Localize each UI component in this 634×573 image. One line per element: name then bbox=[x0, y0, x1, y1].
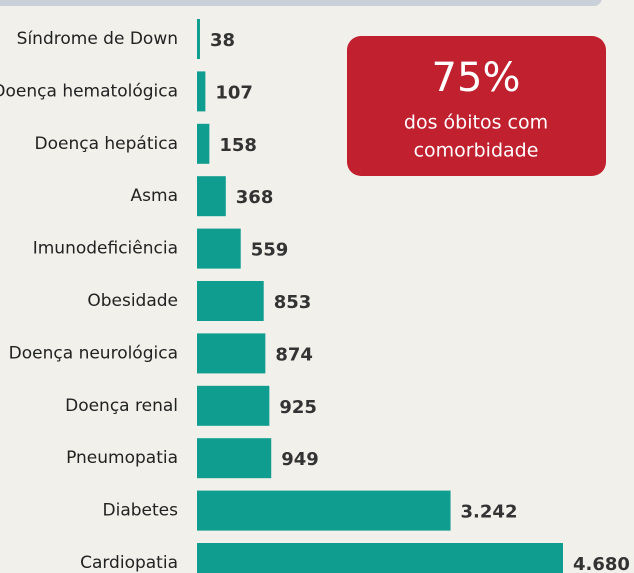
value-label: 38 bbox=[210, 30, 235, 51]
category-label: Doença hematológica bbox=[0, 81, 178, 101]
bar bbox=[197, 281, 264, 321]
value-label: 949 bbox=[281, 449, 319, 470]
value-label: 368 bbox=[236, 187, 274, 208]
bar bbox=[197, 543, 563, 573]
bar bbox=[197, 228, 241, 269]
value-label: 158 bbox=[219, 135, 257, 156]
value-label: 107 bbox=[215, 82, 253, 103]
category-label: Síndrome de Down bbox=[17, 29, 178, 49]
bar bbox=[197, 438, 272, 479]
category-label: Diabetes bbox=[103, 501, 179, 521]
category-label: Obesidade bbox=[87, 291, 178, 311]
bar bbox=[197, 385, 270, 426]
value-label: 925 bbox=[279, 397, 317, 418]
category-label: Doença hepática bbox=[35, 134, 179, 154]
value-label: 4.680 bbox=[573, 554, 630, 573]
category-label: Cardiopatia bbox=[80, 553, 178, 573]
value-label: 874 bbox=[275, 344, 313, 365]
annotation-background bbox=[347, 36, 606, 176]
annotation-box: 75% dos óbitos com comorbidade bbox=[347, 36, 606, 176]
category-label: Asma bbox=[131, 186, 178, 206]
bar bbox=[197, 176, 226, 217]
category-label: Pneumopatia bbox=[66, 448, 178, 468]
category-label: Doença renal bbox=[65, 396, 178, 416]
annotation-line: comorbidade bbox=[414, 140, 539, 162]
category-label: Doença neurológica bbox=[9, 343, 178, 363]
value-label: 3.242 bbox=[461, 502, 518, 523]
bar bbox=[197, 71, 206, 112]
bar bbox=[197, 123, 210, 164]
bar bbox=[197, 19, 200, 59]
header-strip bbox=[0, 0, 602, 6]
bar bbox=[197, 333, 266, 374]
bar bbox=[197, 490, 451, 531]
value-label: 559 bbox=[251, 240, 289, 261]
annotation-headline: 75% bbox=[432, 55, 521, 101]
annotation-line: dos óbitos com bbox=[404, 112, 548, 134]
category-label: Imunodeficiência bbox=[33, 239, 178, 259]
value-label: 853 bbox=[274, 292, 312, 313]
